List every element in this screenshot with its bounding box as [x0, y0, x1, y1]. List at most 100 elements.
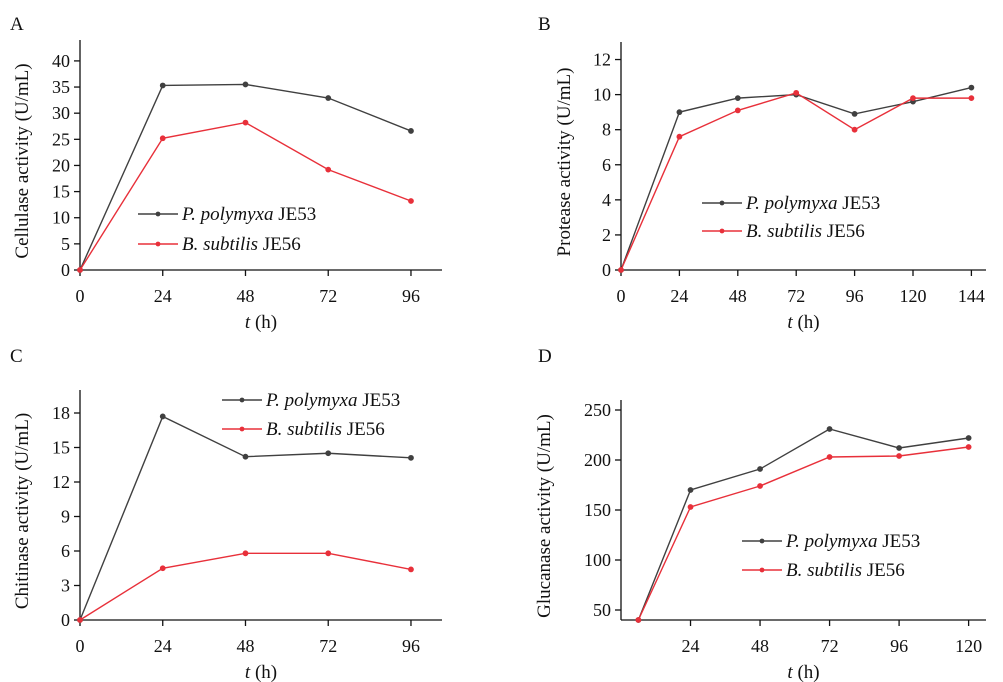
legend-marker — [759, 567, 765, 573]
y-tick-label: 150 — [584, 500, 611, 520]
data-point — [242, 550, 249, 557]
data-point — [757, 466, 763, 472]
y-axis-label: Chitinase activity (U/mL) — [12, 413, 33, 609]
data-point — [851, 111, 858, 117]
data-point — [757, 483, 763, 489]
x-axis-label-var: t — [787, 662, 793, 682]
y-tick-label: 35 — [52, 77, 70, 97]
x-tick-label: 48 — [236, 636, 254, 656]
x-tick-label: 72 — [821, 636, 839, 656]
legend-strain: JE53 — [273, 204, 316, 225]
data-point — [408, 454, 414, 461]
data-point — [408, 198, 414, 204]
legend-label: P. polymyxa JE53 — [785, 531, 920, 552]
series-line-1 — [620, 86, 972, 271]
y-tick-label: 100 — [584, 550, 611, 570]
legend: P. polymyxa JE53 B. subtilis JE56 — [742, 531, 920, 581]
y-tick-label: 10 — [593, 85, 611, 105]
data-point — [851, 126, 858, 133]
x-tick-label: 96 — [890, 636, 908, 656]
y-tick-label: 250 — [584, 400, 611, 420]
data-point — [965, 444, 972, 450]
x-tick-label: 24 — [670, 286, 688, 306]
x-tick-label: 96 — [402, 636, 420, 656]
legend-species: B. subtilis — [786, 560, 862, 581]
y-tick-label: 18 — [52, 403, 70, 423]
legend: P. polymyxa JE53 B. subtilis JE56 — [702, 193, 880, 242]
data-point — [826, 426, 833, 432]
y-tick-label: 9 — [61, 507, 70, 527]
series-line-2 — [79, 552, 412, 621]
data-point — [965, 435, 972, 441]
y-tick-label: 30 — [52, 103, 70, 123]
data-point — [325, 550, 332, 557]
legend-species: P. polymyxa — [265, 390, 357, 411]
legend-marker — [719, 228, 725, 234]
legend-strain: JE56 — [258, 234, 301, 255]
data-point — [896, 453, 902, 459]
data-point — [242, 119, 249, 126]
y-tick-label: 6 — [602, 155, 611, 175]
legend-label: P. polymyxa JE53 — [745, 193, 880, 214]
x-tick-label: 0 — [76, 636, 85, 656]
legend-species: P. polymyxa — [181, 204, 273, 225]
y-tick-label: 6 — [61, 541, 70, 561]
legend-strain: JE53 — [837, 193, 880, 214]
series-line-2 — [620, 92, 972, 271]
y-tick-label: 5 — [61, 234, 70, 254]
x-axis-label-var: t — [245, 312, 251, 333]
panel-d: D 50 100 150 200 250 24 48 72 96 120 Glucanase acti… — [534, 346, 986, 682]
legend-marker — [239, 426, 245, 432]
legend-marker — [155, 211, 161, 217]
data-point — [687, 487, 694, 493]
legend-strain: JE53 — [877, 531, 920, 552]
panel-letter: A — [10, 14, 24, 35]
legend-marker — [719, 200, 725, 206]
y-tick-label: 0 — [61, 610, 70, 630]
legend-species: B. subtilis — [182, 234, 258, 255]
legend-label: P. polymyxa JE53 — [265, 390, 400, 411]
data-point — [793, 89, 800, 96]
x-tick-label: 48 — [729, 286, 747, 306]
panel-c: C 0 3 6 9 12 15 18 0 24 48 72 96 Chitinase activity (… — [10, 346, 442, 682]
y-tick-label: 200 — [584, 450, 611, 470]
data-point — [408, 128, 414, 134]
legend-label: B. subtilis JE56 — [786, 560, 905, 581]
data-point — [242, 81, 249, 88]
panel-letter: B — [538, 14, 551, 35]
x-axis-label-unit: (h) — [250, 312, 277, 333]
legend-strain: JE56 — [822, 221, 865, 242]
y-tick-label: 3 — [61, 576, 70, 596]
x-tick-label: 48 — [751, 636, 769, 656]
y-tick-label: 4 — [602, 190, 611, 210]
data-point — [159, 413, 166, 420]
legend: P. polymyxa JE53 B. subtilis JE56 — [222, 390, 400, 440]
x-tick-label: 120 — [955, 636, 982, 656]
x-tick-label: 72 — [319, 286, 337, 306]
y-tick-label: 10 — [52, 208, 70, 228]
legend-label: B. subtilis JE56 — [266, 419, 385, 440]
data-point — [77, 267, 83, 273]
legend-label: B. subtilis JE56 — [182, 234, 301, 255]
legend-species: P. polymyxa — [785, 531, 877, 552]
data-point — [968, 84, 975, 91]
data-point — [734, 95, 741, 102]
x-axis-label-unit: (h) — [793, 662, 820, 682]
legend: P. polymyxa JE53 B. subtilis JE56 — [138, 204, 316, 255]
legend-marker — [155, 241, 161, 247]
legend-label: B. subtilis JE56 — [746, 221, 865, 242]
x-tick-label: 96 — [402, 286, 420, 306]
legend-strain: JE56 — [862, 560, 905, 581]
y-tick-label: 12 — [593, 50, 611, 70]
x-tick-label: 72 — [319, 636, 337, 656]
data-point — [896, 445, 902, 451]
x-tick-label: 48 — [236, 286, 254, 306]
data-point — [968, 95, 975, 102]
y-tick-label: 12 — [52, 472, 70, 492]
x-tick-label: 24 — [154, 286, 172, 306]
x-tick-label: 144 — [958, 286, 985, 306]
data-point — [635, 617, 642, 623]
legend-label: P. polymyxa JE53 — [181, 204, 316, 225]
data-point — [159, 565, 166, 572]
